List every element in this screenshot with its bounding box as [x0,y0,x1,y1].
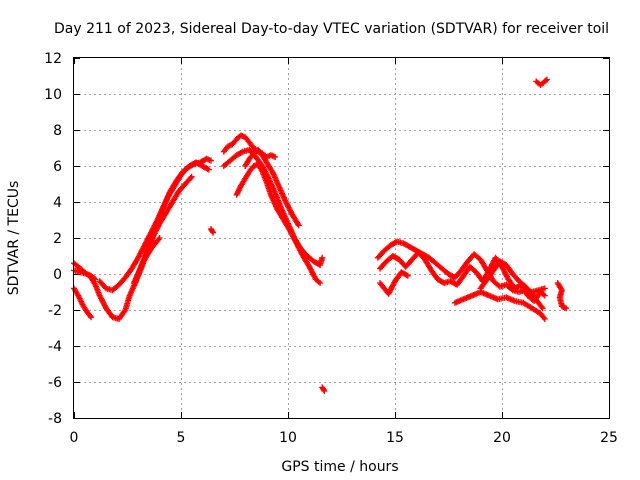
data-point [88,314,95,321]
x-tick-label: 15 [386,430,404,446]
data-point [272,154,279,160]
y-axis-label: SDTVAR / TECUs [6,181,22,296]
data-point [317,280,324,286]
chart-title: Day 211 of 2023, Sidereal Day-to-day VTE… [54,21,609,37]
data-point [541,316,548,322]
data-point [563,305,570,312]
x-tick-label: 10 [279,430,297,446]
data-point [238,149,245,156]
data-point [205,166,212,173]
data-point [209,228,216,235]
data-point [404,272,411,279]
data-point [319,254,326,261]
y-tick-label: -2 [48,303,62,319]
plot-frame [73,57,610,419]
data-point [156,235,163,241]
x-tick-label: 0 [70,430,79,446]
data-point [321,388,328,394]
x-tick-label: 5 [177,430,186,446]
data-point [539,305,546,312]
y-tick-labels: -8 -6 -4 -2 0 2 4 6 8 10 12 [44,51,62,427]
data-point [403,272,410,279]
data-point [207,157,214,164]
x-tick-labels: 0 5 10 15 20 25 [70,430,618,446]
y-tick-label: 12 [44,51,62,67]
grid [74,58,609,418]
data-point [294,221,301,228]
y-tick-label: 10 [44,87,62,103]
data-point [320,386,327,393]
data-point [92,276,99,283]
data-point [542,77,549,84]
data-points [71,76,570,394]
data-point [295,222,302,229]
y-tick-label: 8 [53,123,62,139]
data-point [543,76,550,83]
y-tick-label: 2 [53,231,62,247]
y-tick-label: 4 [53,195,62,211]
y-tick-label: -8 [48,411,62,427]
data-point [541,292,548,299]
x-tick-label: 20 [493,430,511,446]
y-tick-label: -4 [48,339,62,355]
x-axis-label: GPS time / hours [281,459,398,475]
data-point [210,229,217,236]
data-point [188,173,195,180]
data-point [187,175,194,181]
x-tick-label: 25 [600,430,618,446]
y-tick-label: 6 [53,159,62,175]
y-tick-label: 0 [53,267,62,283]
data-point [204,165,211,172]
y-tick-label: -6 [48,375,62,391]
data-point [541,285,548,292]
